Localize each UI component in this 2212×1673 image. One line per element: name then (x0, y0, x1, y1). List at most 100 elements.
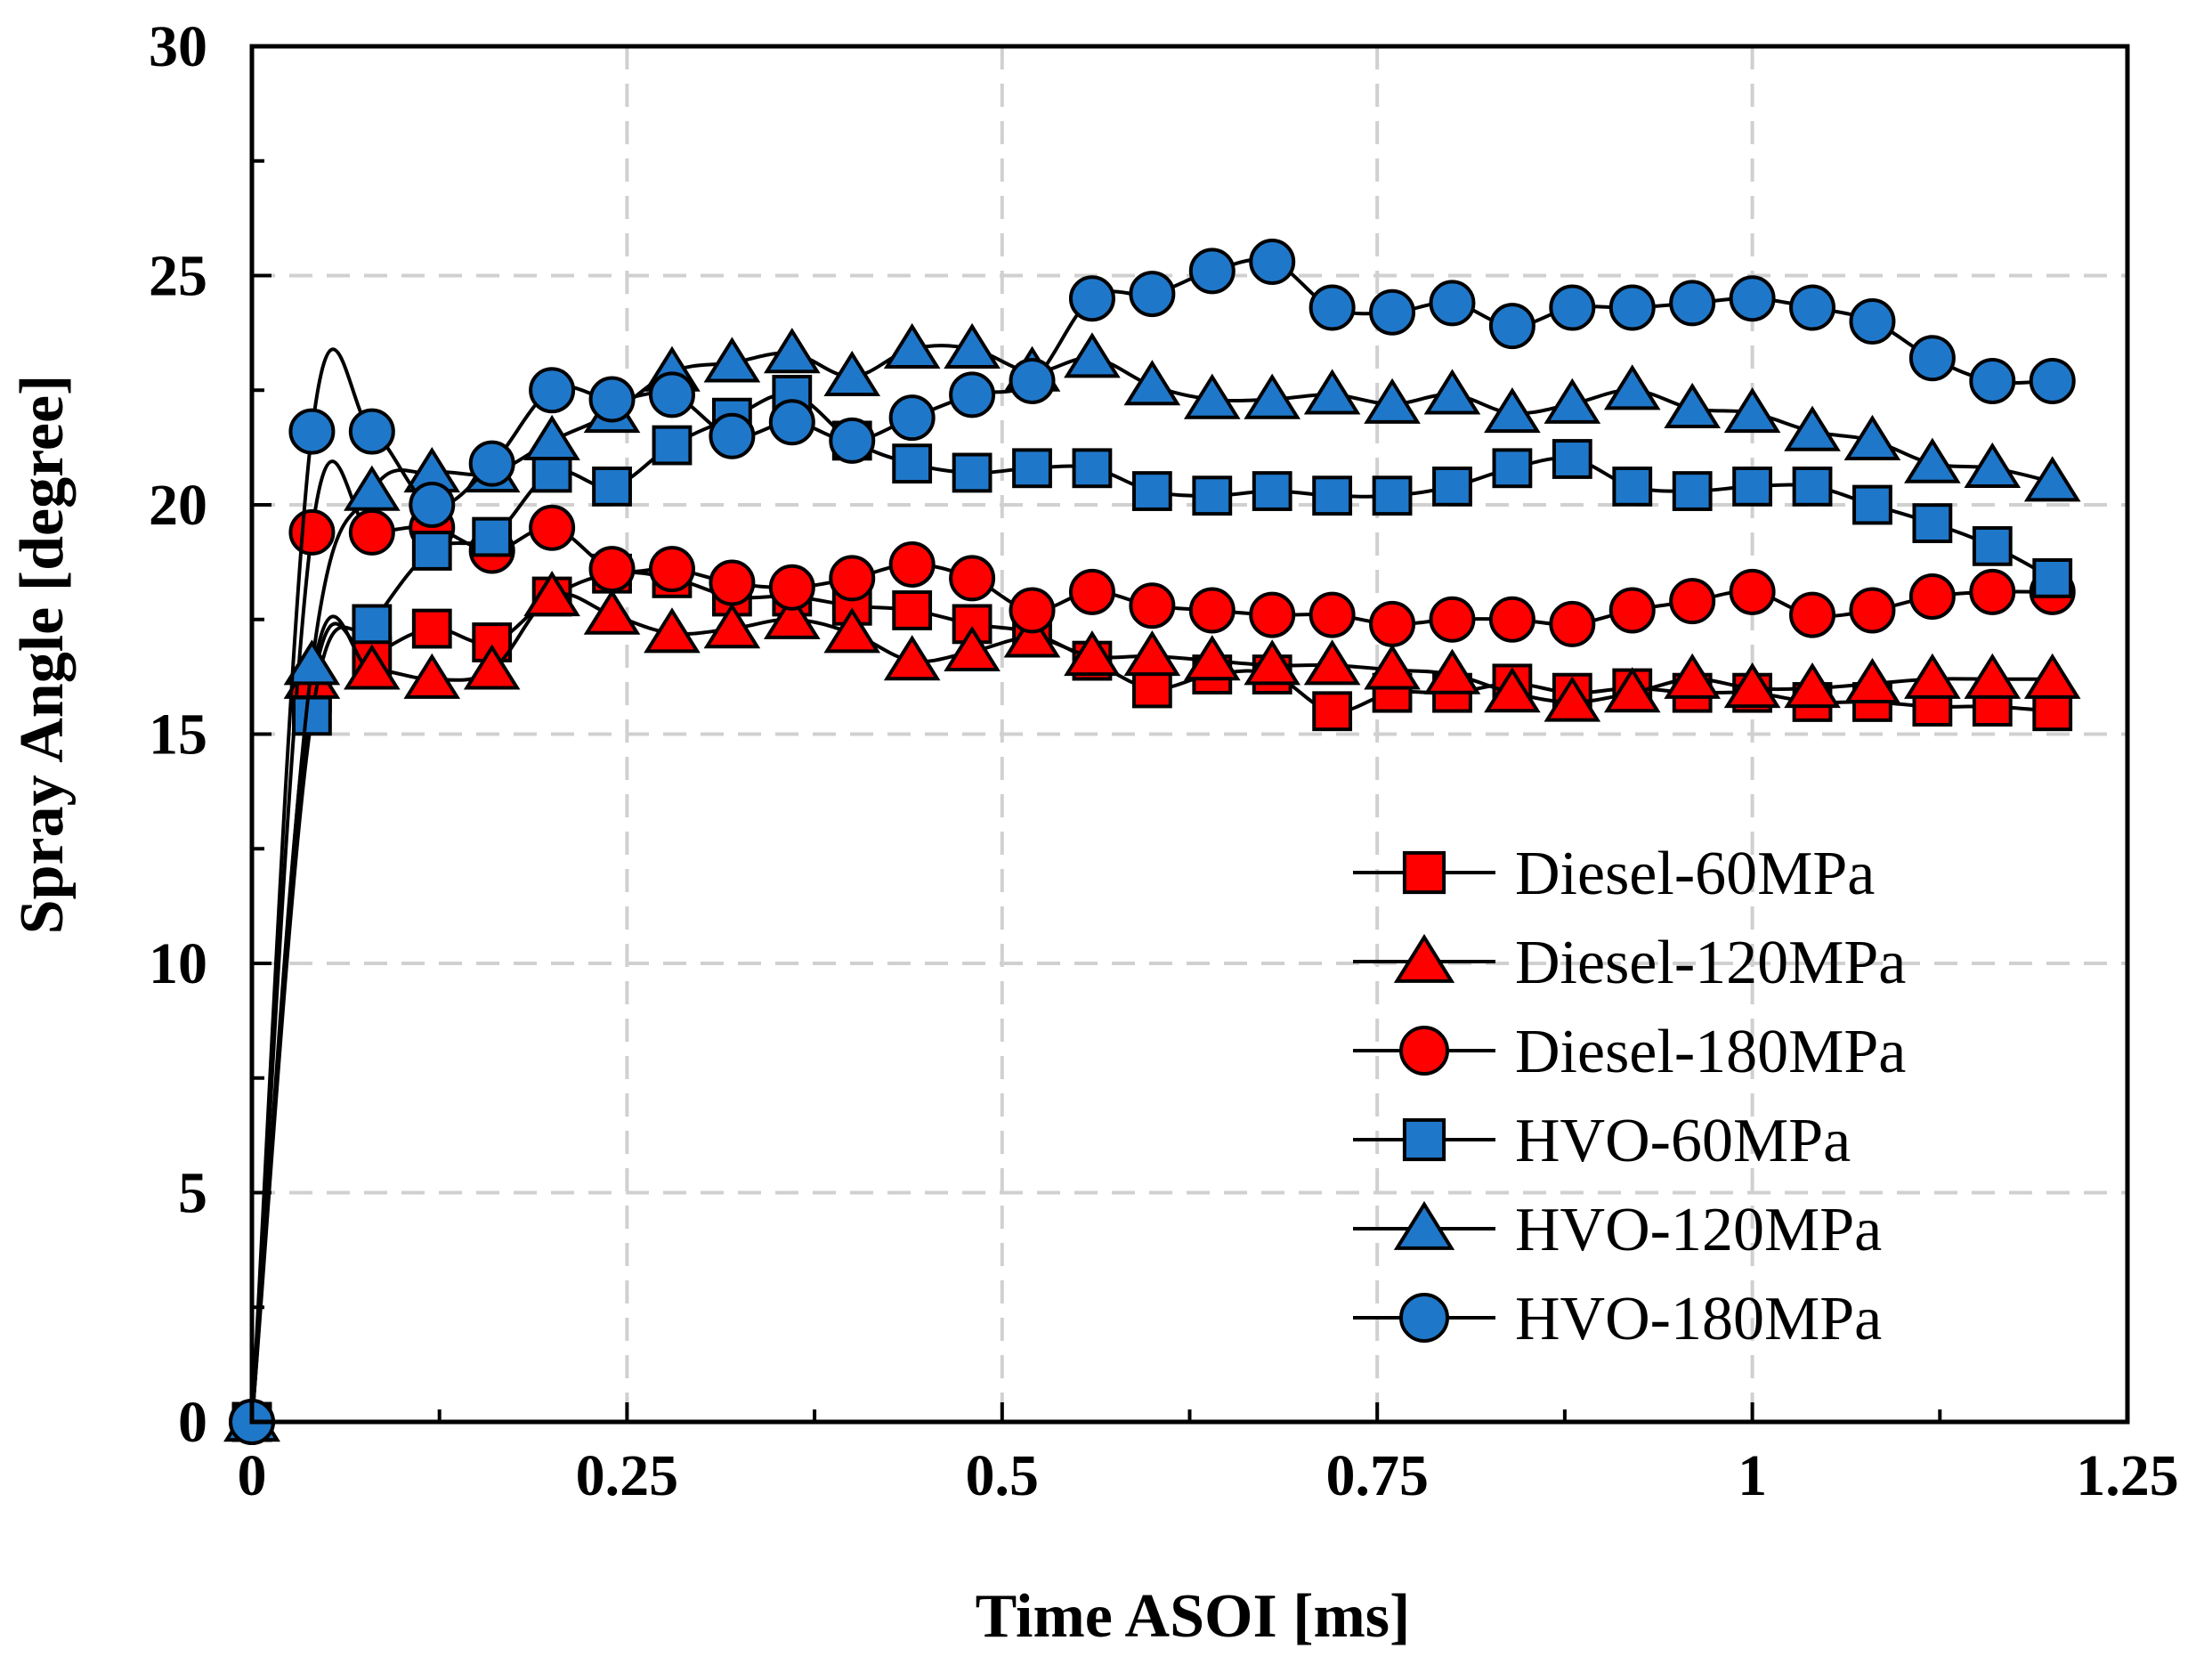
data-point-diesel-180mpa (1188, 587, 1236, 634)
data-point-hvo-180mpa (768, 399, 815, 446)
data-point-diesel-180mpa (1009, 587, 1056, 634)
data-point-hvo-60mpa (1312, 475, 1353, 516)
data-point-hvo-120mpa (1664, 382, 1722, 429)
data-point-diesel-120mpa (523, 571, 580, 617)
data-point-diesel-180mpa (288, 508, 336, 556)
data-point-hvo-60mpa (1852, 484, 1892, 525)
y-tick-label: 15 (149, 702, 207, 767)
data-point-hvo-180mpa (1188, 248, 1236, 295)
data-point-hvo-60mpa (592, 467, 632, 507)
data-point-hvo-60mpa (1372, 475, 1413, 516)
data-point-hvo-60mpa (1972, 525, 2013, 566)
data-point-hvo-60mpa (1252, 471, 1292, 511)
data-point-diesel-120mpa (1183, 635, 1241, 681)
legend: Diesel-60MPa Diesel-120MPa Diesel-180MPa HV… (1353, 840, 1906, 1353)
data-point-hvo-180mpa (1549, 284, 1596, 331)
data-point-diesel-180mpa (1969, 568, 2016, 615)
data-point-hvo-60mpa (952, 452, 993, 493)
data-point-diesel-60mpa (1312, 691, 1353, 732)
data-point-diesel-180mpa (1429, 596, 1476, 643)
data-point-hvo-60mpa (1072, 448, 1113, 489)
data-point-diesel-120mpa (1664, 653, 1722, 699)
data-point-hvo-60mpa (892, 443, 933, 484)
y-axis-title: Spray Angle [degree] (8, 375, 77, 935)
data-point-hvo-60mpa (1131, 471, 1172, 511)
x-tick-label: 0.5 (966, 1443, 1040, 1508)
data-point-hvo-180mpa (529, 367, 576, 414)
data-point-diesel-180mpa (829, 555, 876, 602)
data-point-hvo-120mpa (1423, 369, 1481, 415)
data-point-diesel-120mpa (1364, 644, 1421, 690)
data-point-diesel-180mpa (348, 508, 395, 556)
data-point-diesel-180mpa (1789, 591, 1836, 638)
data-point-diesel-180mpa (768, 564, 815, 611)
x-axis-title: Time ASOI [ms] (976, 1582, 1411, 1651)
series-hvo-180mpa (229, 239, 2076, 1445)
data-point-hvo-120mpa (944, 322, 1001, 370)
data-point-hvo-180mpa (288, 408, 336, 455)
legend-label: HVO-60MPa (1515, 1107, 1851, 1175)
axis-ticks: 0 0.25 0.5 0.75 1 1.25 0 5 10 15 20 25 30 (149, 14, 2179, 1508)
data-point-diesel-120mpa (1843, 657, 1901, 704)
data-point-diesel-120mpa (1723, 662, 1781, 709)
data-point-hvo-60mpa (1552, 439, 1592, 479)
data-point-hvo-120mpa (1183, 373, 1241, 419)
data-point-hvo-180mpa (409, 482, 456, 528)
data-point-hvo-120mpa (1603, 364, 1661, 410)
data-point-hvo-60mpa (472, 516, 513, 557)
data-point-hvo-60mpa (1912, 503, 1953, 544)
data-point-hvo-180mpa (2029, 357, 2076, 404)
data-point-hvo-120mpa (823, 350, 881, 396)
data-point-hvo-180mpa (1249, 239, 1296, 286)
data-point-diesel-120mpa (823, 607, 881, 654)
y-tick-label: 30 (149, 14, 207, 79)
data-point-diesel-120mpa (644, 607, 701, 654)
data-point-hvo-180mpa (829, 417, 876, 464)
data-point-diesel-120mpa (883, 635, 941, 681)
legend-entry-hvo-60mpa: HVO-60MPa (1353, 1107, 1851, 1175)
data-point-hvo-120mpa (1123, 360, 1181, 406)
data-point-diesel-60mpa (411, 608, 452, 649)
data-point-diesel-180mpa (529, 504, 576, 551)
legend-marker (1393, 933, 1455, 983)
data-point-diesel-60mpa (1131, 668, 1172, 709)
data-point-diesel-120mpa (403, 653, 461, 699)
data-point-diesel-180mpa (888, 540, 936, 588)
data-point-hvo-180mpa (1729, 275, 1776, 322)
data-point-diesel-120mpa (944, 625, 1001, 671)
data-point-hvo-180mpa (468, 440, 515, 487)
data-point-hvo-60mpa (1492, 448, 1533, 489)
data-point-diesel-180mpa (1488, 596, 1535, 643)
data-point-hvo-120mpa (1064, 332, 1121, 378)
data-point-diesel-120mpa (1784, 662, 1841, 709)
data-point-hvo-120mpa (763, 328, 821, 374)
x-tick-label: 0.75 (1325, 1443, 1429, 1508)
legend-entry-hvo-120mpa: HVO-120MPa (1353, 1196, 1882, 1264)
legend-label: HVO-120MPa (1515, 1196, 1882, 1264)
data-point-hvo-180mpa (648, 371, 695, 418)
legend-entry-diesel-60mpa: Diesel-60MPa (1353, 840, 1875, 908)
data-point-diesel-120mpa (2023, 653, 2081, 699)
series-hvo-60mpa (231, 375, 2073, 1442)
y-tick-label: 5 (178, 1161, 207, 1226)
legend-label: Diesel-120MPa (1515, 929, 1906, 997)
data-point-hvo-120mpa (1244, 373, 1301, 419)
data-point-diesel-180mpa (1309, 591, 1356, 638)
data-point-diesel-120mpa (1964, 653, 2022, 699)
data-point-hvo-60mpa (1192, 475, 1233, 516)
data-point-hvo-180mpa (1908, 335, 1956, 382)
data-point-hvo-60mpa (411, 531, 452, 571)
data-point-hvo-60mpa (292, 695, 332, 736)
x-tick-label: 0 (238, 1443, 267, 1508)
legend-entry-hvo-180mpa: HVO-180MPa (1353, 1285, 1882, 1353)
data-point-diesel-120mpa (463, 644, 521, 690)
x-tick-label: 0.25 (576, 1443, 679, 1508)
data-point-diesel-120mpa (703, 603, 761, 649)
legend-marker (1399, 1026, 1449, 1076)
data-point-hvo-180mpa (1129, 271, 1176, 318)
data-point-hvo-60mpa (2032, 558, 2073, 598)
data-point-hvo-180mpa (1789, 284, 1836, 331)
legend-label: HVO-180MPa (1515, 1285, 1882, 1353)
legend-entry-diesel-120mpa: Diesel-120MPa (1353, 929, 1906, 997)
